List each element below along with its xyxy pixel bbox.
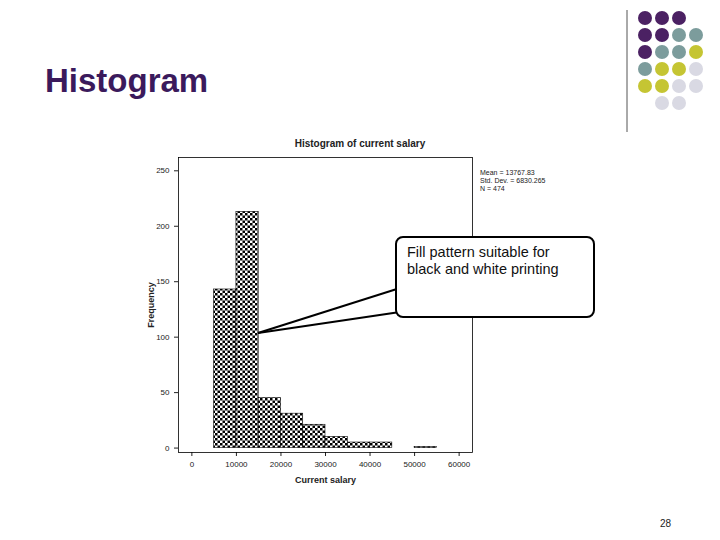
svg-text:60000: 60000	[448, 460, 471, 469]
svg-text:50: 50	[161, 388, 170, 397]
svg-text:200: 200	[156, 222, 170, 231]
html-text:Mean = 13767.83: Mean = 13767.83	[480, 169, 535, 176]
html-text:Std. Dev. = 6830.265: Std. Dev. = 6830.265	[480, 177, 546, 184]
svg-text:150: 150	[156, 277, 170, 286]
html-text:N = 474: N = 474	[480, 185, 505, 192]
svg-text:0: 0	[190, 460, 195, 469]
svg-text:100: 100	[156, 333, 170, 342]
html-text:28: 28	[660, 518, 672, 529]
svg-text:0: 0	[165, 444, 170, 453]
svg-text:10000: 10000	[225, 460, 248, 469]
html-text:Histogram: Histogram	[45, 62, 209, 99]
svg-text:20000: 20000	[270, 460, 293, 469]
svg-text:50000: 50000	[403, 460, 426, 469]
svg-text:Current salary: Current salary	[295, 475, 356, 485]
html-text:Histogram of current salary: Histogram of current salary	[294, 138, 426, 149]
html-text:Fill pattern suitable for blac: Fill pattern suitable for black and whit…	[407, 244, 559, 277]
svg-text:40000: 40000	[359, 460, 382, 469]
svg-text:30000: 30000	[314, 460, 337, 469]
svg-text:250: 250	[156, 166, 170, 175]
svg-text:Frequency: Frequency	[146, 282, 156, 328]
